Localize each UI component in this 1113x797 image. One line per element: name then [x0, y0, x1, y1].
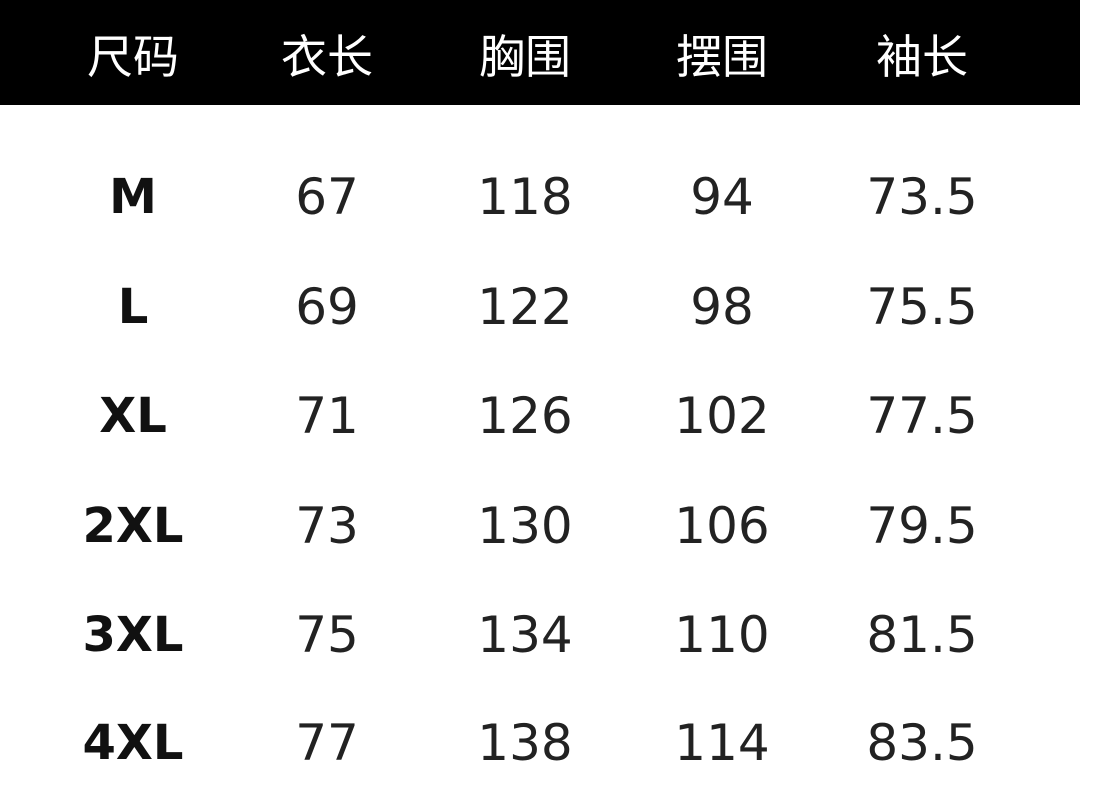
- table-cell: 75: [295, 606, 359, 664]
- column-header: 胸围: [479, 30, 571, 84]
- column-header: 尺码: [87, 30, 179, 84]
- table-cell: 138: [477, 714, 573, 772]
- table-header: [0, 0, 1080, 105]
- table-cell: 126: [477, 387, 573, 445]
- table-cell: 79.5: [866, 497, 978, 555]
- table-cell: 75.5: [866, 278, 978, 336]
- size-label: M: [109, 169, 157, 225]
- table-cell: 69: [295, 278, 359, 336]
- size-label: 2XL: [82, 498, 184, 554]
- table-cell: 83.5: [866, 714, 978, 772]
- table-cell: 98: [690, 278, 754, 336]
- table-cell: 94: [690, 168, 754, 226]
- table-cell: 134: [477, 606, 573, 664]
- size-label: L: [117, 279, 149, 335]
- column-header: 衣长: [281, 30, 373, 84]
- table-cell: 71: [295, 387, 359, 445]
- table-cell: 67: [295, 168, 359, 226]
- table-cell: 102: [674, 387, 770, 445]
- column-header: 摆围: [676, 30, 768, 84]
- table-cell: 77.5: [866, 387, 978, 445]
- table-cell: 130: [477, 497, 573, 555]
- size-label: 3XL: [82, 607, 184, 663]
- table-cell: 114: [674, 714, 770, 772]
- table-cell: 81.5: [866, 606, 978, 664]
- table-cell: 122: [477, 278, 573, 336]
- size-label: 4XL: [82, 715, 184, 771]
- table-cell: 118: [477, 168, 573, 226]
- size-label: XL: [99, 388, 167, 444]
- column-header: 袖长: [876, 30, 968, 84]
- table-cell: 73.5: [866, 168, 978, 226]
- table-cell: 106: [674, 497, 770, 555]
- table-cell: 110: [674, 606, 770, 664]
- table-cell: 77: [295, 714, 359, 772]
- table-cell: 73: [295, 497, 359, 555]
